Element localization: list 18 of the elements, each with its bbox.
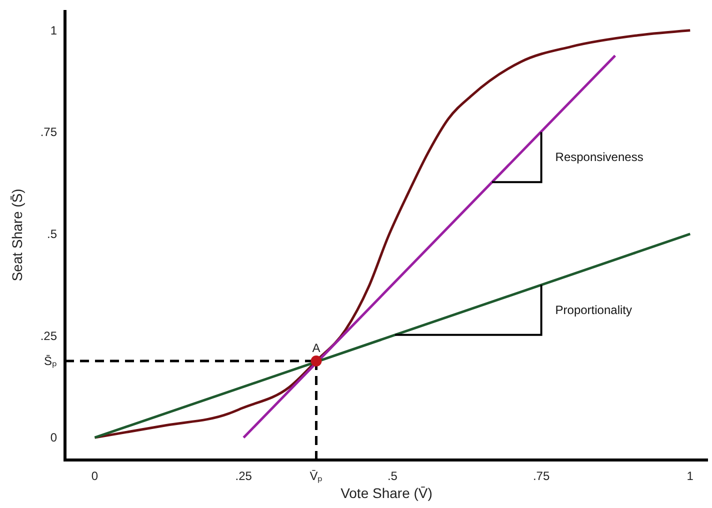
x-tick-label: .25 <box>235 469 252 483</box>
y-tick-label: 0 <box>50 430 58 445</box>
x-tick-label: 0 <box>91 469 98 483</box>
y-tick-label: S̄ₚ <box>44 354 57 368</box>
x-tick-label: V̄ₚ <box>310 469 323 483</box>
series-label: A <box>312 341 320 356</box>
y-tick-label: .75 <box>40 125 58 140</box>
line-series <box>94 29 692 439</box>
x-tick-label: 1 <box>686 469 694 483</box>
annotation: Responsiveness <box>555 150 644 164</box>
y-tick-label: .5 <box>46 226 58 241</box>
x-axis-title: Vote Share (V̄) <box>340 485 432 501</box>
y-tick-label: 1 <box>50 23 58 38</box>
annotation: Proportionality <box>555 302 632 317</box>
y-tick-label: .25 <box>40 328 58 343</box>
y-axis-title: Seat Share (S̄) <box>9 188 25 282</box>
x-tick-label: .75 <box>532 469 550 483</box>
x-tick-label: .5 <box>387 469 398 483</box>
